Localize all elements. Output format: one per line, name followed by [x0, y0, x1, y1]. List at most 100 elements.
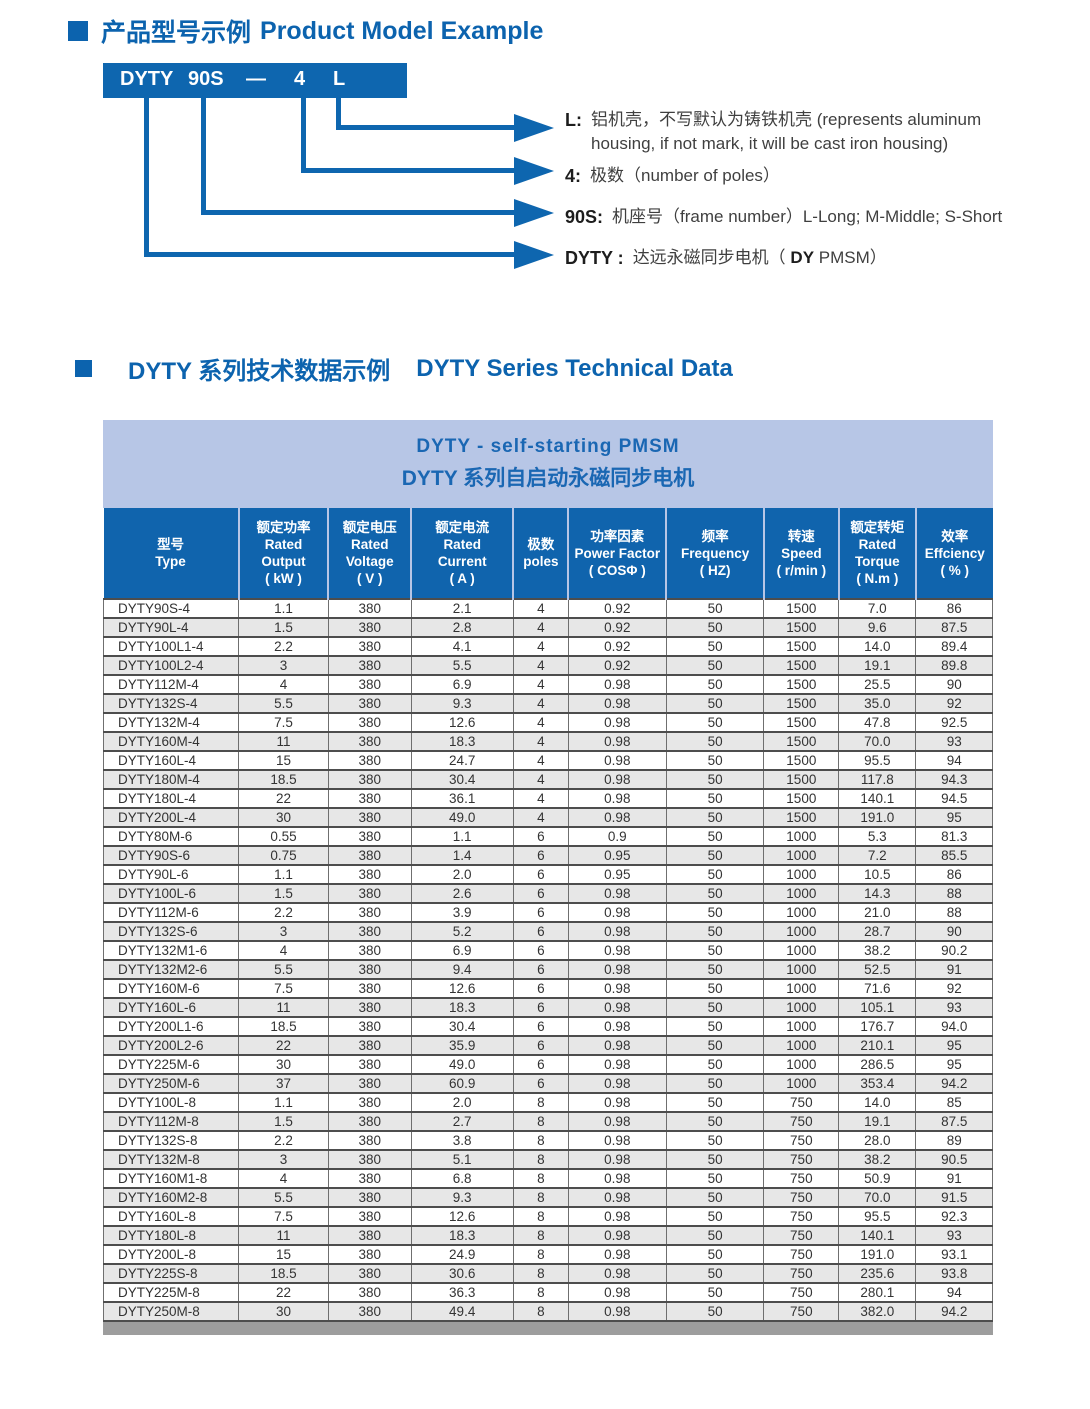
table-cell: DYTY90S-6: [102, 845, 240, 866]
table-cell: 50: [665, 1225, 765, 1246]
table-row: DYTY250M-6 37 380 60.9 6 0.98 50 1000 353.4 94.2: [102, 1073, 993, 1094]
table-cell: 0.98: [567, 750, 667, 771]
table-cell: DYTY90S-4: [102, 598, 240, 619]
table-cell: 22: [238, 1035, 329, 1056]
table-cell: 380: [327, 1035, 412, 1056]
table-cell: DYTY90L-6: [102, 864, 240, 885]
table-cell: 750: [763, 1225, 840, 1246]
table-cell: 93: [915, 731, 993, 752]
table-row: DYTY90L-4 1.5 380 2.8 4 0.92 50 1500 9.6 87.5: [102, 617, 993, 638]
table-cell: DYTY160M-4: [102, 731, 240, 752]
table-cell: 50: [665, 1168, 765, 1189]
table-row: DYTY80M-6 0.55 380 1.1 6 0.9 50 1000 5.3 81.3: [102, 826, 993, 847]
connector-line: [336, 98, 341, 130]
table-cell: 1500: [763, 617, 840, 638]
table-cell: 18.5: [238, 769, 329, 790]
table-cell: 8: [512, 1149, 569, 1170]
table-row: DYTY132M-8 3 380 5.1 8 0.98 50 750 38.2 90.5: [102, 1149, 993, 1170]
table-cell: 50: [665, 769, 765, 790]
table-cell: 90: [915, 674, 993, 695]
table-cell: 1500: [763, 807, 840, 828]
table-row: DYTY250M-8 30 380 49.4 8 0.98 50 750 382.0 94.2: [102, 1301, 993, 1322]
table-cell: 94.0: [915, 1016, 993, 1037]
callout-label: 4:: [565, 166, 582, 186]
table-cell: 30.4: [410, 1016, 514, 1037]
table-cell: DYTY112M-6: [102, 902, 240, 923]
table-cell: 3: [238, 655, 329, 676]
table-cell: 93.8: [915, 1263, 993, 1284]
table-cell: 5.5: [238, 693, 329, 714]
table-cell: 750: [763, 1301, 840, 1322]
table-cell: 0.98: [567, 731, 667, 752]
table-cell: DYTY100L-6: [102, 883, 240, 904]
table-cell: 38.2: [838, 940, 917, 961]
table-row: DYTY160L-4 15 380 24.7 4 0.98 50 1500 95.5 94: [102, 750, 993, 771]
table-cell: 0.98: [567, 1073, 667, 1094]
table-cell: 50: [665, 750, 765, 771]
table-cell: 50: [665, 1301, 765, 1322]
table-row: DYTY225M-8 22 380 36.3 8 0.98 50 750 280.1 94: [102, 1282, 993, 1303]
table-cell: 30.4: [410, 769, 514, 790]
table-cell: 380: [327, 598, 412, 619]
table-cell: 380: [327, 1206, 412, 1227]
table-cell: 1500: [763, 655, 840, 676]
table-cell: 19.1: [838, 655, 917, 676]
table-cell: 380: [327, 978, 412, 999]
table-row: DYTY90L-6 1.1 380 2.0 6 0.95 50 1000 10.5 86: [102, 864, 993, 885]
table-cell: 81.3: [915, 826, 993, 847]
table-cell: 50: [665, 883, 765, 904]
table-cell: 11: [238, 731, 329, 752]
table-cell: 8: [512, 1187, 569, 1208]
table-cell: DYTY160L-6: [102, 997, 240, 1018]
table-cell: 380: [327, 864, 412, 885]
table-cell: 50: [665, 1282, 765, 1303]
table-cell: 0.98: [567, 1301, 667, 1322]
table-cell: 750: [763, 1244, 840, 1265]
table-cell: 50: [665, 598, 765, 619]
table-cell: 50: [665, 902, 765, 923]
table-cell: 0.98: [567, 978, 667, 999]
table-cell: 9.4: [410, 959, 514, 980]
table-cell: DYTY200L2-6: [102, 1035, 240, 1056]
table-cell: 4: [512, 617, 569, 638]
table-cell: 93: [915, 1225, 993, 1246]
table-cell: 1.5: [238, 617, 329, 638]
table-cell: 95: [915, 1054, 993, 1075]
table-cell: 90.2: [915, 940, 993, 961]
table-row: DYTY160M-4 11 380 18.3 4 0.98 50 1500 70.0 93: [102, 731, 993, 752]
table-cell: 750: [763, 1206, 840, 1227]
table-row: DYTY132S-8 2.2 380 3.8 8 0.98 50 750 28.0 89: [102, 1130, 993, 1151]
table-cell: DYTY160L-4: [102, 750, 240, 771]
section2-heading: DYTY 系列技术数据示例 DYTY Series Technical Data: [75, 351, 733, 386]
table-cell: 5.5: [238, 1187, 329, 1208]
table-cell: 750: [763, 1149, 840, 1170]
table-cell: 0.98: [567, 1130, 667, 1151]
table-cell: 1500: [763, 674, 840, 695]
table-cell: 30: [238, 1054, 329, 1075]
table-row: DYTY200L-4 30 380 49.0 4 0.98 50 1500 191.0 95: [102, 807, 993, 828]
column-header: 额定电压 Rated Voltage( V ): [327, 508, 412, 599]
table-cell: 87.5: [915, 617, 993, 638]
table-cell: 50: [665, 636, 765, 657]
table-cell: 286.5: [838, 1054, 917, 1075]
table-cell: DYTY225M-6: [102, 1054, 240, 1075]
table-cell: 380: [327, 1054, 412, 1075]
table-cell: DYTY180L-8: [102, 1225, 240, 1246]
table-cell: 90.5: [915, 1149, 993, 1170]
table-cell: 280.1: [838, 1282, 917, 1303]
connector-line: [144, 98, 149, 257]
table-cell: 1000: [763, 1035, 840, 1056]
table-cell: 0.98: [567, 1168, 667, 1189]
table-cell: 4: [512, 655, 569, 676]
table-cell: 1000: [763, 1054, 840, 1075]
table-cell: DYTY225M-8: [102, 1282, 240, 1303]
table-cell: 4: [512, 636, 569, 657]
table-cell: DYTY90L-4: [102, 617, 240, 638]
table-cell: 94.3: [915, 769, 993, 790]
table-cell: 1500: [763, 769, 840, 790]
table-cell: 8: [512, 1282, 569, 1303]
table-cell: 0.98: [567, 674, 667, 695]
table-cell: 38.2: [838, 1149, 917, 1170]
table-cell: 49.0: [410, 1054, 514, 1075]
table-cell: 750: [763, 1168, 840, 1189]
